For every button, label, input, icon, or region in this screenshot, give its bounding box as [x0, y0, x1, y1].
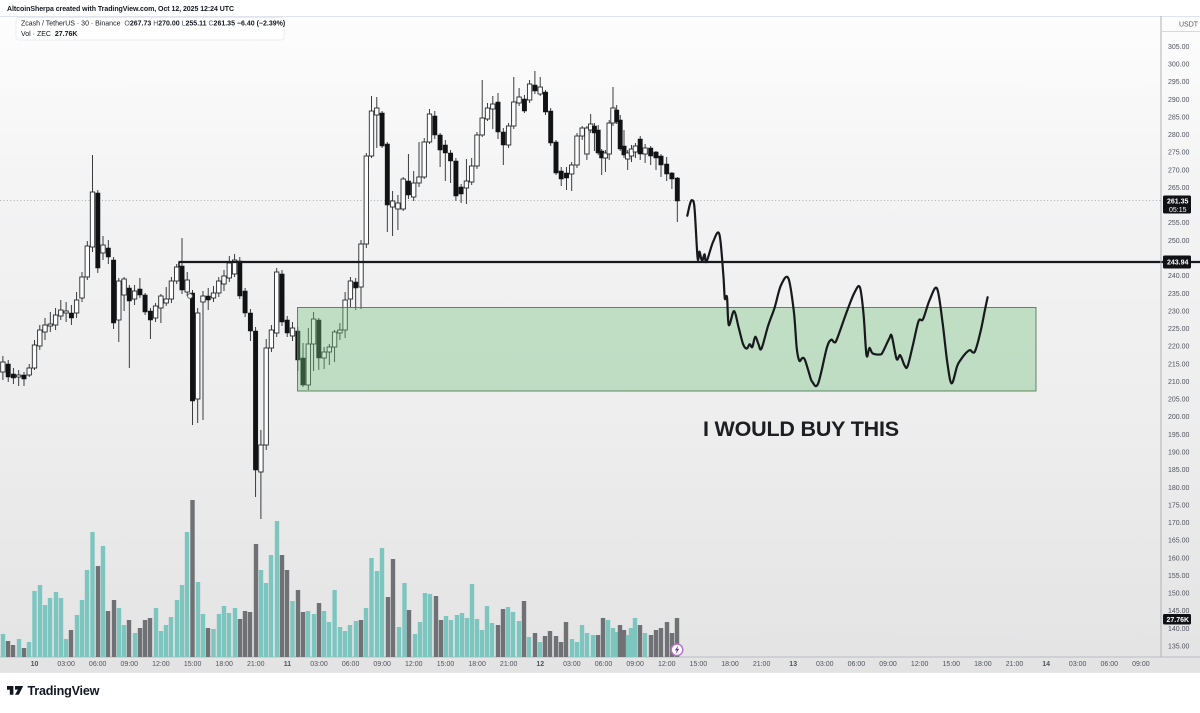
svg-text:05:15: 05:15 — [1169, 207, 1187, 214]
svg-text:21:00: 21:00 — [1006, 661, 1024, 668]
svg-text:165.00: 165.00 — [1168, 538, 1190, 545]
svg-text:12:00: 12:00 — [911, 661, 929, 668]
svg-text:12: 12 — [536, 661, 544, 668]
svg-text:TradingView: TradingView — [28, 684, 100, 698]
svg-text:135.00: 135.00 — [1168, 644, 1190, 651]
svg-text:170.00: 170.00 — [1168, 520, 1190, 527]
svg-text:180.00: 180.00 — [1168, 485, 1190, 492]
svg-text:18:00: 18:00 — [468, 661, 486, 668]
svg-text:145.00: 145.00 — [1168, 608, 1190, 615]
svg-text:03:00: 03:00 — [563, 661, 581, 668]
svg-text:Vol · ZEC 27.76K: Vol · ZEC 27.76K — [21, 31, 77, 38]
svg-text:150.00: 150.00 — [1168, 591, 1190, 598]
svg-text:27.76K: 27.76K — [1167, 617, 1190, 624]
svg-text:06:00: 06:00 — [89, 661, 107, 668]
svg-text:305.00: 305.00 — [1168, 44, 1190, 51]
svg-text:255.00: 255.00 — [1168, 220, 1190, 227]
svg-text:240.00: 240.00 — [1168, 273, 1190, 280]
svg-text:12:00: 12:00 — [152, 661, 170, 668]
svg-text:15:00: 15:00 — [184, 661, 202, 668]
svg-text:03:00: 03:00 — [1069, 661, 1087, 668]
svg-text:09:00: 09:00 — [121, 661, 139, 668]
svg-text:11: 11 — [284, 661, 292, 668]
svg-text:12:00: 12:00 — [658, 661, 676, 668]
svg-text:210.00: 210.00 — [1168, 379, 1190, 386]
svg-text:18:00: 18:00 — [215, 661, 233, 668]
svg-text:15:00: 15:00 — [437, 661, 455, 668]
svg-text:265.00: 265.00 — [1168, 185, 1190, 192]
svg-text:I WOULD BUY THIS: I WOULD BUY THIS — [703, 417, 899, 441]
svg-text:18:00: 18:00 — [721, 661, 739, 668]
svg-text:Zcash / TetherUS · 30 · Binanc: Zcash / TetherUS · 30 · Binance O267.73 … — [21, 21, 285, 28]
svg-text:215.00: 215.00 — [1168, 361, 1190, 368]
svg-text:AltcoinSherpa created with Tra: AltcoinSherpa created with TradingView.c… — [7, 6, 234, 13]
svg-text:160.00: 160.00 — [1168, 555, 1190, 562]
svg-text:21:00: 21:00 — [500, 661, 518, 668]
svg-text:295.00: 295.00 — [1168, 79, 1190, 86]
svg-text:225.00: 225.00 — [1168, 326, 1190, 333]
svg-text:13: 13 — [789, 661, 797, 668]
svg-text:235.00: 235.00 — [1168, 291, 1190, 298]
svg-text:285.00: 285.00 — [1168, 114, 1190, 121]
svg-text:12:00: 12:00 — [405, 661, 423, 668]
svg-text:275.00: 275.00 — [1168, 150, 1190, 157]
svg-text:09:00: 09:00 — [626, 661, 644, 668]
svg-text:195.00: 195.00 — [1168, 432, 1190, 439]
svg-text:185.00: 185.00 — [1168, 467, 1190, 474]
svg-text:270.00: 270.00 — [1168, 167, 1190, 174]
svg-text:300.00: 300.00 — [1168, 62, 1190, 69]
svg-text:09:00: 09:00 — [879, 661, 897, 668]
svg-text:10: 10 — [31, 661, 39, 668]
svg-text:06:00: 06:00 — [848, 661, 866, 668]
svg-text:200.00: 200.00 — [1168, 414, 1190, 421]
svg-text:155.00: 155.00 — [1168, 573, 1190, 580]
svg-text:230.00: 230.00 — [1168, 308, 1190, 315]
svg-text:06:00: 06:00 — [342, 661, 360, 668]
svg-text:06:00: 06:00 — [1101, 661, 1119, 668]
svg-text:14: 14 — [1042, 661, 1050, 668]
svg-text:06:00: 06:00 — [595, 661, 613, 668]
svg-text:03:00: 03:00 — [57, 661, 75, 668]
svg-text:175.00: 175.00 — [1168, 502, 1190, 509]
svg-text:15:00: 15:00 — [690, 661, 708, 668]
svg-text:15:00: 15:00 — [943, 661, 961, 668]
svg-text:09:00: 09:00 — [373, 661, 391, 668]
svg-text:290.00: 290.00 — [1168, 97, 1190, 104]
svg-text:243.94: 243.94 — [1167, 259, 1189, 266]
svg-text:250.00: 250.00 — [1168, 238, 1190, 245]
svg-text:280.00: 280.00 — [1168, 132, 1190, 139]
svg-text:261.35: 261.35 — [1167, 199, 1189, 206]
svg-text:03:00: 03:00 — [816, 661, 834, 668]
svg-text:USDT: USDT — [1179, 22, 1199, 29]
svg-text:220.00: 220.00 — [1168, 344, 1190, 351]
svg-text:205.00: 205.00 — [1168, 397, 1190, 404]
svg-text:09:00: 09:00 — [1132, 661, 1150, 668]
svg-text:21:00: 21:00 — [753, 661, 771, 668]
svg-text:03:00: 03:00 — [310, 661, 328, 668]
svg-text:21:00: 21:00 — [247, 661, 265, 668]
svg-text:140.00: 140.00 — [1168, 626, 1190, 633]
svg-text:18:00: 18:00 — [974, 661, 992, 668]
svg-text:190.00: 190.00 — [1168, 450, 1190, 457]
